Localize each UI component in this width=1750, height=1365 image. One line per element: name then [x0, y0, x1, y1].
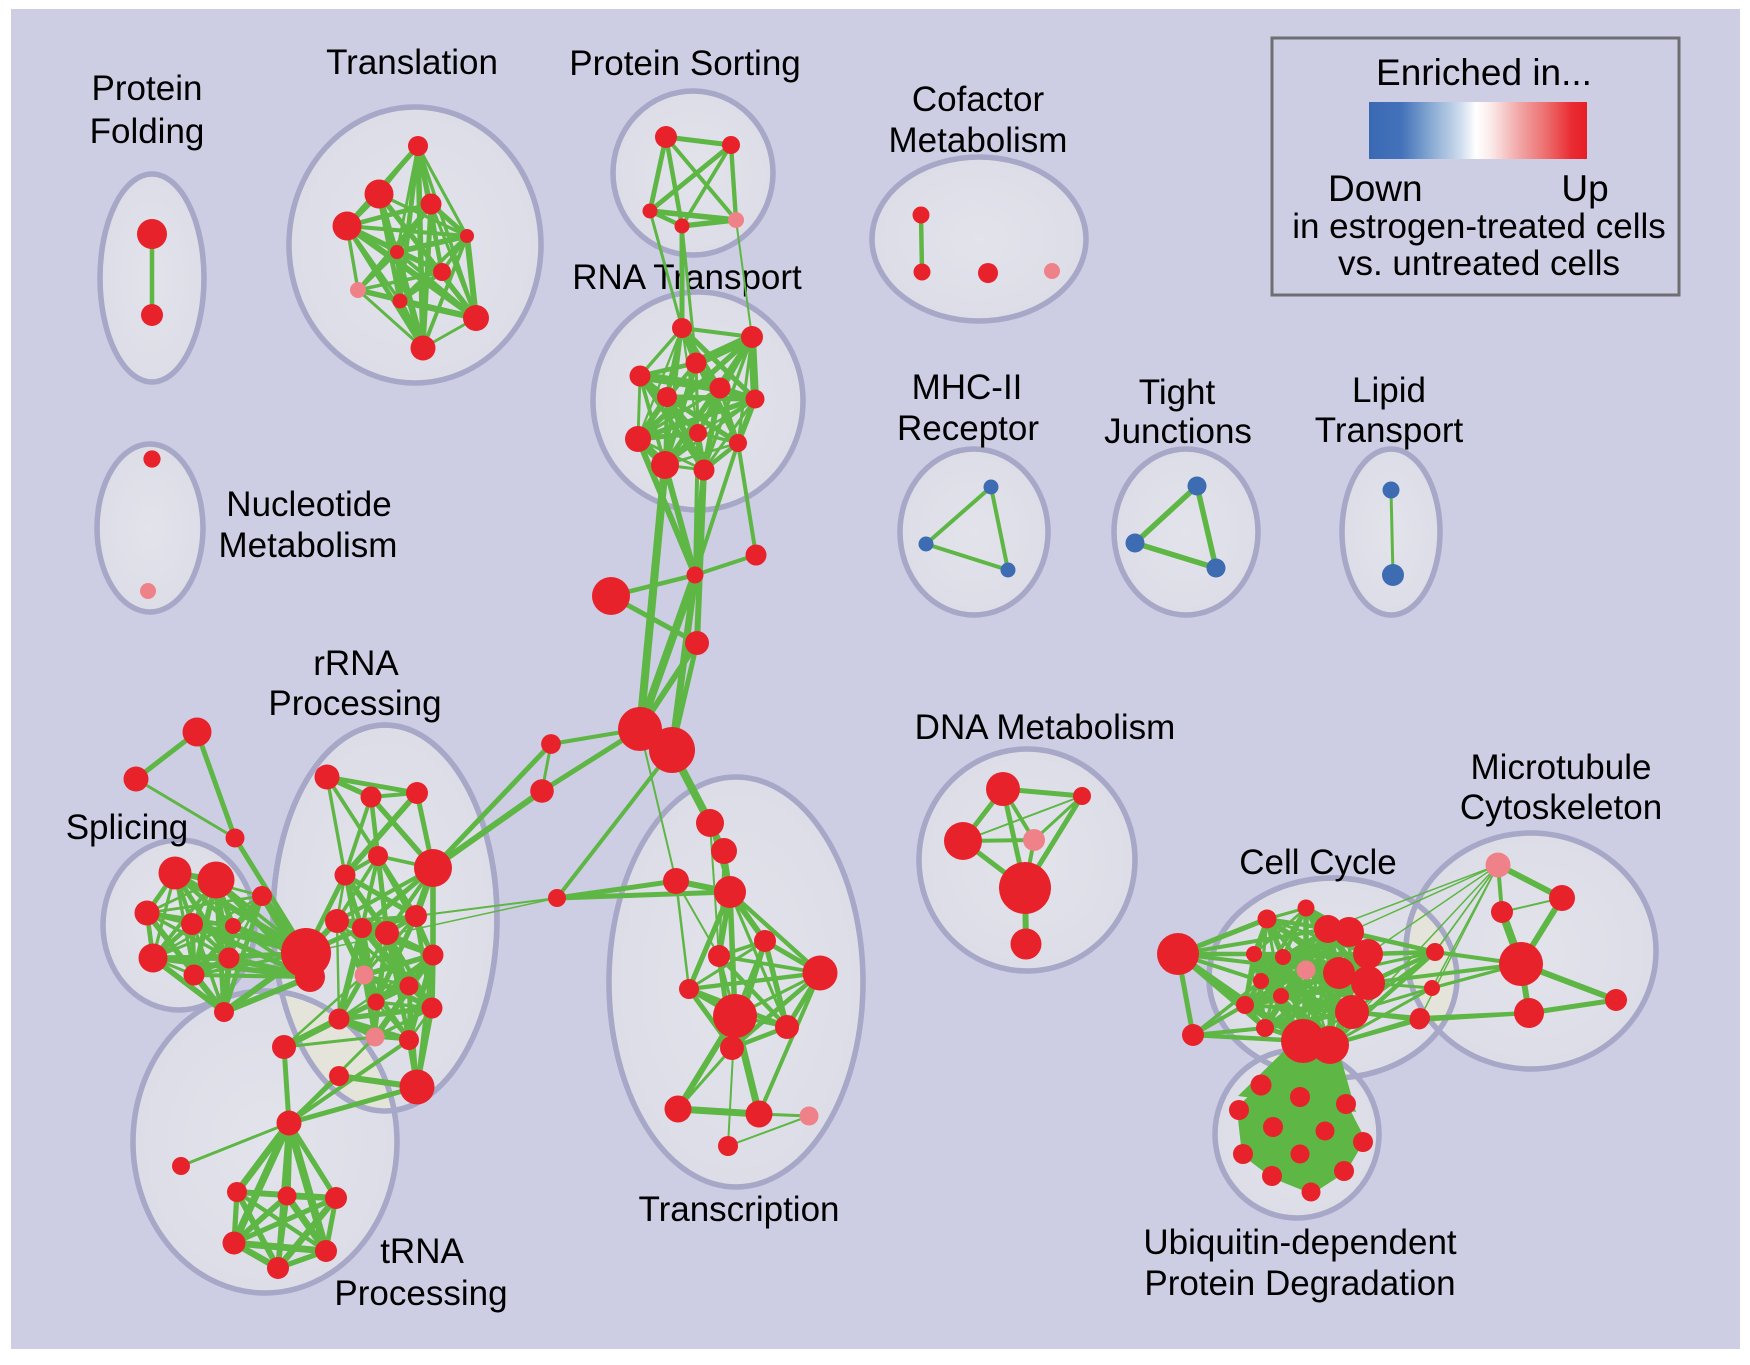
svg-text:Nucleotide: Nucleotide — [226, 485, 391, 524]
svg-text:in estrogen-treated cells: in estrogen-treated cells — [1292, 207, 1666, 246]
svg-text:Tight: Tight — [1139, 373, 1216, 412]
svg-text:Lipid: Lipid — [1352, 371, 1426, 410]
svg-text:Transcription: Transcription — [639, 1190, 840, 1229]
svg-text:Metabolism: Metabolism — [219, 526, 398, 565]
svg-text:Folding: Folding — [90, 112, 205, 151]
svg-text:Transport: Transport — [1315, 411, 1464, 450]
svg-text:Junctions: Junctions — [1104, 412, 1252, 451]
svg-text:Protein Degradation: Protein Degradation — [1144, 1264, 1455, 1303]
svg-text:Microtubule: Microtubule — [1471, 748, 1652, 787]
svg-text:Processing: Processing — [334, 1274, 507, 1313]
svg-text:Cytoskeleton: Cytoskeleton — [1460, 788, 1662, 827]
svg-text:Down: Down — [1328, 168, 1423, 209]
svg-text:Up: Up — [1561, 168, 1608, 209]
svg-text:Protein Sorting: Protein Sorting — [569, 44, 801, 83]
svg-text:Ubiquitin-dependent: Ubiquitin-dependent — [1143, 1223, 1457, 1262]
svg-text:Translation: Translation — [326, 43, 498, 82]
svg-text:DNA Metabolism: DNA Metabolism — [915, 708, 1176, 747]
svg-text:vs. untreated cells: vs. untreated cells — [1338, 244, 1620, 283]
svg-text:Metabolism: Metabolism — [889, 121, 1068, 160]
svg-text:Receptor: Receptor — [897, 409, 1039, 448]
svg-text:Cell Cycle: Cell Cycle — [1239, 843, 1397, 882]
svg-text:Splicing: Splicing — [66, 808, 189, 847]
svg-text:Cofactor: Cofactor — [912, 80, 1045, 119]
svg-text:Protein: Protein — [92, 69, 203, 108]
svg-text:Enriched in...: Enriched in... — [1376, 52, 1592, 93]
svg-text:MHC-II: MHC-II — [912, 368, 1023, 407]
svg-text:tRNA: tRNA — [380, 1232, 464, 1271]
svg-text:Processing: Processing — [268, 684, 441, 723]
svg-text:rRNA: rRNA — [313, 644, 399, 683]
